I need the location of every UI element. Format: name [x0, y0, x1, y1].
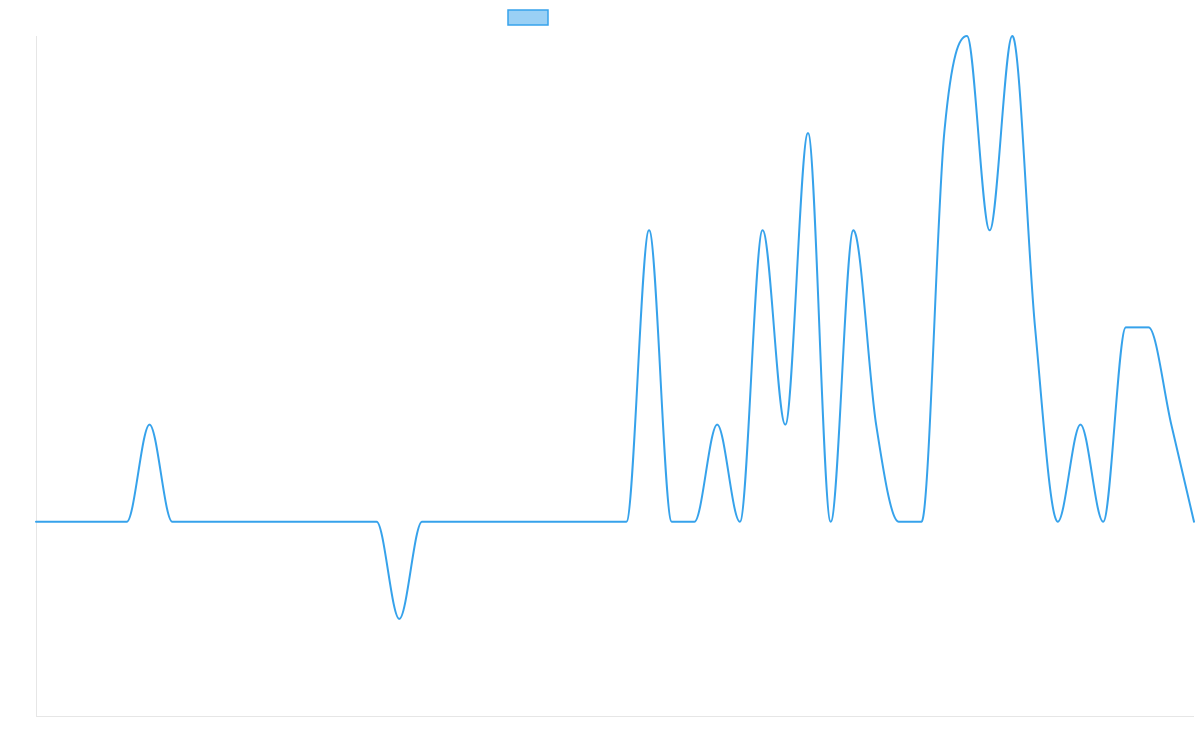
data-point-11: [283, 519, 289, 525]
data-point-29: [691, 519, 697, 525]
data-point-9: [237, 519, 243, 525]
data-point-34: [805, 130, 811, 136]
data-point-15: [374, 519, 380, 525]
data-point-49: [1146, 324, 1152, 330]
data-point-51: [1191, 519, 1197, 525]
data-point-37: [873, 422, 879, 428]
data-point-19: [464, 519, 470, 525]
data-point-14: [351, 519, 357, 525]
series-line: [35, 35, 1195, 620]
data-point-47: [1100, 519, 1106, 525]
legend-swatch[interactable]: [507, 9, 549, 26]
data-point-46: [1077, 422, 1083, 428]
data-point-44: [1032, 324, 1038, 330]
data-point-23: [555, 519, 561, 525]
data-point-40: [941, 130, 947, 136]
data-point-10: [260, 519, 266, 525]
data-point-28: [669, 519, 675, 525]
data-point-39: [919, 519, 925, 525]
data-point-30: [714, 422, 720, 428]
data-point-35: [828, 519, 834, 525]
data-point-38: [896, 519, 902, 525]
data-point-27: [646, 227, 652, 233]
data-point-43: [1009, 33, 1015, 39]
data-point-4: [124, 519, 130, 525]
data-point-16: [396, 616, 402, 622]
data-point-50: [1168, 422, 1174, 428]
data-point-32: [760, 227, 766, 233]
data-point-21: [510, 519, 516, 525]
data-point-22: [533, 519, 539, 525]
data-point-24: [578, 519, 584, 525]
data-point-1: [56, 519, 62, 525]
data-point-26: [623, 519, 629, 525]
data-point-17: [419, 519, 425, 525]
data-point-6: [169, 519, 175, 525]
data-point-41: [964, 33, 970, 39]
data-point-3: [101, 519, 107, 525]
data-point-48: [1123, 324, 1129, 330]
data-point-31: [737, 519, 743, 525]
data-point-25: [601, 519, 607, 525]
data-point-18: [442, 519, 448, 525]
data-point-8: [215, 519, 221, 525]
data-point-45: [1055, 519, 1061, 525]
data-point-7: [192, 519, 198, 525]
data-point-12: [305, 519, 311, 525]
data-point-2: [78, 519, 84, 525]
data-point-33: [782, 422, 788, 428]
data-point-13: [328, 519, 334, 525]
data-point-5: [147, 422, 153, 428]
data-point-20: [487, 519, 493, 525]
data-point-0: [33, 519, 39, 525]
data-point-36: [850, 227, 856, 233]
data-point-42: [987, 227, 993, 233]
